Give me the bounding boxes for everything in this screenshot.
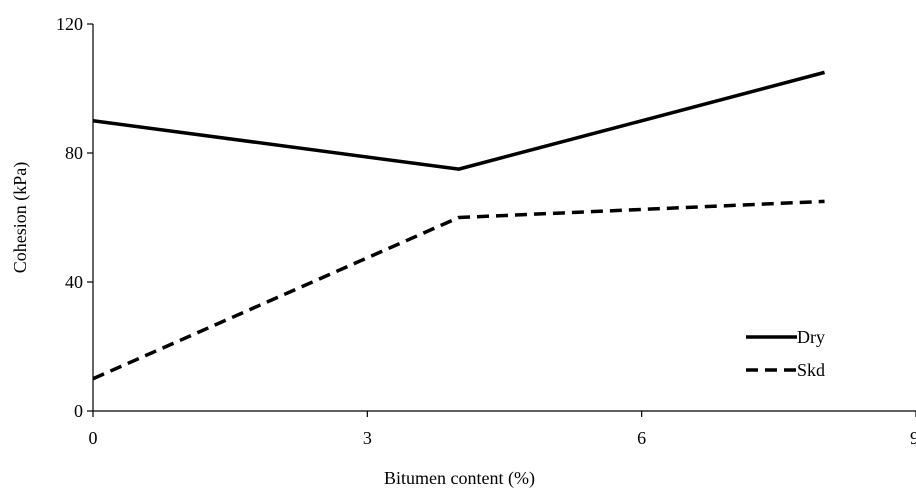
x-tick-label: 6 bbox=[637, 428, 646, 448]
y-ticks: 0 40 80 120 bbox=[56, 14, 93, 421]
y-tick-label: 0 bbox=[74, 401, 83, 421]
x-ticks: 0 3 6 9 bbox=[89, 411, 916, 448]
x-tick-label: 0 bbox=[89, 428, 98, 448]
legend-label-skd: Skd bbox=[797, 360, 825, 380]
x-tick-label: 9 bbox=[910, 428, 916, 448]
series-layer bbox=[92, 70, 826, 381]
y-tick-label: 80 bbox=[65, 143, 83, 163]
y-tick-label: 120 bbox=[56, 14, 83, 34]
series-line-skd bbox=[92, 199, 825, 381]
x-tick-label: 3 bbox=[363, 428, 372, 448]
y-axis-title: Cohesion (kPa) bbox=[10, 162, 31, 274]
y-tick-label: 40 bbox=[65, 272, 83, 292]
axes bbox=[92, 24, 916, 412]
legend: Dry Skd bbox=[746, 327, 825, 380]
x-axis-title: Bitumen content (%) bbox=[384, 468, 535, 489]
legend-label-dry: Dry bbox=[797, 327, 825, 347]
series-line-dry bbox=[92, 70, 826, 171]
